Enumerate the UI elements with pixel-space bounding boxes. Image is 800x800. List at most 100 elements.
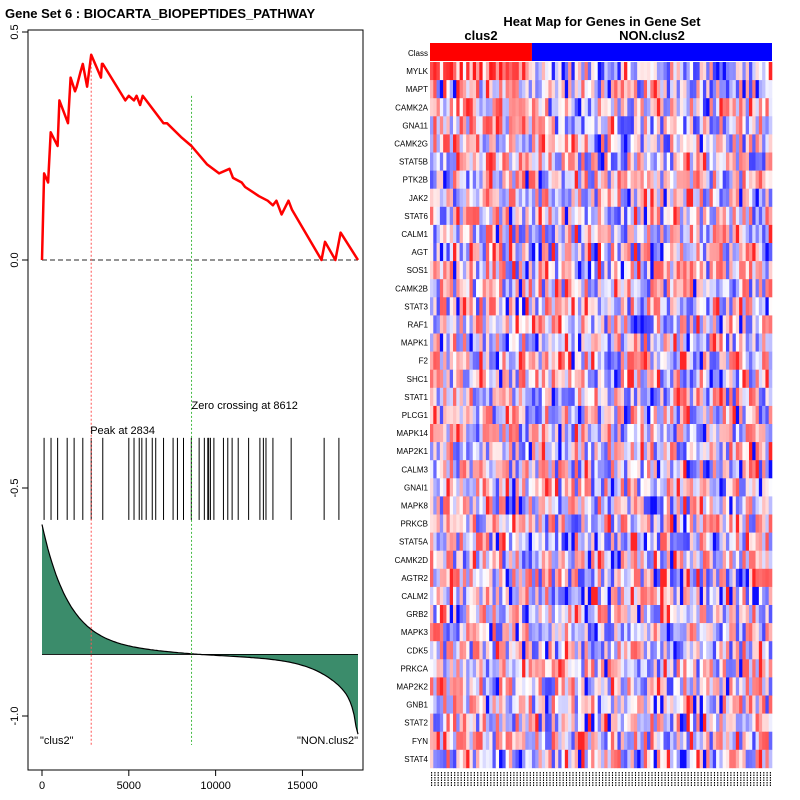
heatmap-cell: [443, 62, 447, 81]
heatmap-cell: [696, 134, 700, 153]
heatmap-cell: [581, 297, 585, 316]
heatmap-cell: [518, 98, 523, 117]
heatmap-cell: [459, 478, 464, 497]
heatmap-cell: [430, 224, 434, 244]
heatmap-cell: [732, 170, 737, 189]
heatmap-cell: [706, 62, 710, 81]
heatmap-cell: [522, 424, 526, 443]
heatmap-cell: [696, 496, 700, 515]
heatmap-cell: [732, 224, 737, 244]
heatmap-cell: [653, 460, 658, 479]
heatmap-cell: [624, 98, 628, 117]
heatmap-cell: [446, 351, 451, 370]
heatmap-cell: [479, 80, 483, 99]
heatmap-cell: [561, 550, 566, 570]
heatmap-cell: [430, 550, 434, 570]
heatmap-cell: [725, 713, 730, 732]
heatmap-cell: [597, 605, 602, 624]
heatmap-cell: [732, 460, 737, 479]
heatmap-cell: [577, 333, 582, 352]
heatmap-cell: [637, 568, 641, 588]
heatmap-cell: [742, 261, 746, 280]
heatmap-cell: [456, 532, 460, 551]
heatmap-cell: [693, 261, 697, 280]
heatmap-cell: [564, 116, 569, 135]
heatmap-cell: [485, 478, 490, 497]
heatmap-cell: [548, 62, 552, 81]
heatmap-cell: [617, 134, 622, 153]
heatmap-cell: [712, 478, 717, 497]
heatmap-cell: [650, 695, 654, 714]
heatmap-cell: [564, 586, 569, 606]
heatmap-cell: [686, 677, 691, 696]
heatmap-cell: [696, 677, 700, 696]
heatmap-cell: [515, 641, 520, 660]
heatmap-cell: [502, 134, 506, 153]
heatmap-cell: [706, 532, 710, 551]
heatmap-cell: [702, 605, 707, 624]
heatmap-cell: [554, 641, 559, 660]
heatmap-cell: [489, 134, 493, 153]
heatmap-cell: [683, 351, 687, 370]
heatmap-cell: [449, 659, 454, 678]
heatmap-cell: [650, 424, 654, 443]
heatmap-cell: [640, 749, 645, 769]
heatmap-cell: [512, 478, 516, 497]
heatmap-cell: [571, 641, 575, 660]
heatmap-cell: [430, 586, 434, 606]
heatmap-cell: [456, 405, 460, 425]
heatmap-cell: [640, 62, 645, 81]
heatmap-cell: [716, 496, 720, 515]
heatmap-cell: [574, 261, 579, 280]
heatmap-cell: [459, 243, 464, 262]
heatmap-cell: [584, 387, 589, 407]
heatmap-cell: [719, 243, 723, 262]
heatmap-cell: [594, 297, 599, 316]
heatmap-cell: [577, 261, 582, 280]
heatmap-cell: [686, 641, 691, 660]
heatmap-cell: [748, 514, 753, 533]
heatmap-cell: [765, 514, 770, 533]
heatmap-cell: [472, 134, 477, 153]
heatmap-cell: [620, 206, 625, 226]
heatmap-cell: [525, 605, 529, 624]
heatmap-cell: [558, 116, 562, 135]
heatmap-cell: [479, 188, 483, 208]
heatmap-cell: [650, 550, 654, 570]
heatmap-cell: [670, 134, 674, 153]
heatmap-cell: [601, 243, 605, 262]
heatmap-cell: [739, 586, 743, 606]
heatmap-cell: [449, 297, 454, 316]
heatmap-cell: [725, 405, 730, 425]
heatmap-cell: [433, 695, 437, 714]
heatmap-cell: [485, 98, 490, 117]
heatmap-cell: [538, 586, 543, 606]
heatmap-cell: [554, 713, 559, 732]
heatmap-cell: [663, 568, 668, 588]
heatmap-cell: [709, 387, 714, 407]
heatmap-cell: [476, 98, 480, 117]
heatmap-cell: [571, 659, 575, 678]
heatmap-cell: [495, 243, 500, 262]
heatmap-cell: [673, 224, 677, 244]
heatmap-cell: [502, 243, 506, 262]
heatmap-cell: [601, 713, 605, 732]
heatmap-cell: [624, 460, 628, 479]
heatmap-cell: [535, 98, 539, 117]
heatmap-cell: [647, 749, 651, 769]
heatmap-cell: [551, 224, 556, 244]
heatmap-cell: [656, 568, 661, 588]
heatmap-cell: [541, 116, 546, 135]
heatmap-cell: [735, 586, 740, 606]
heatmap-cell: [755, 206, 760, 226]
heatmap-cell: [768, 224, 773, 244]
heatmap-cell: [706, 514, 710, 533]
heatmap-cell: [660, 586, 664, 606]
heatmap-cell: [466, 568, 470, 588]
heatmap-cell: [525, 369, 529, 389]
heatmap-cell: [624, 695, 628, 714]
heatmap-cell: [531, 315, 536, 334]
heatmap-cell: [742, 550, 746, 570]
heatmap-cell: [755, 315, 760, 334]
heatmap-cell: [640, 224, 645, 244]
